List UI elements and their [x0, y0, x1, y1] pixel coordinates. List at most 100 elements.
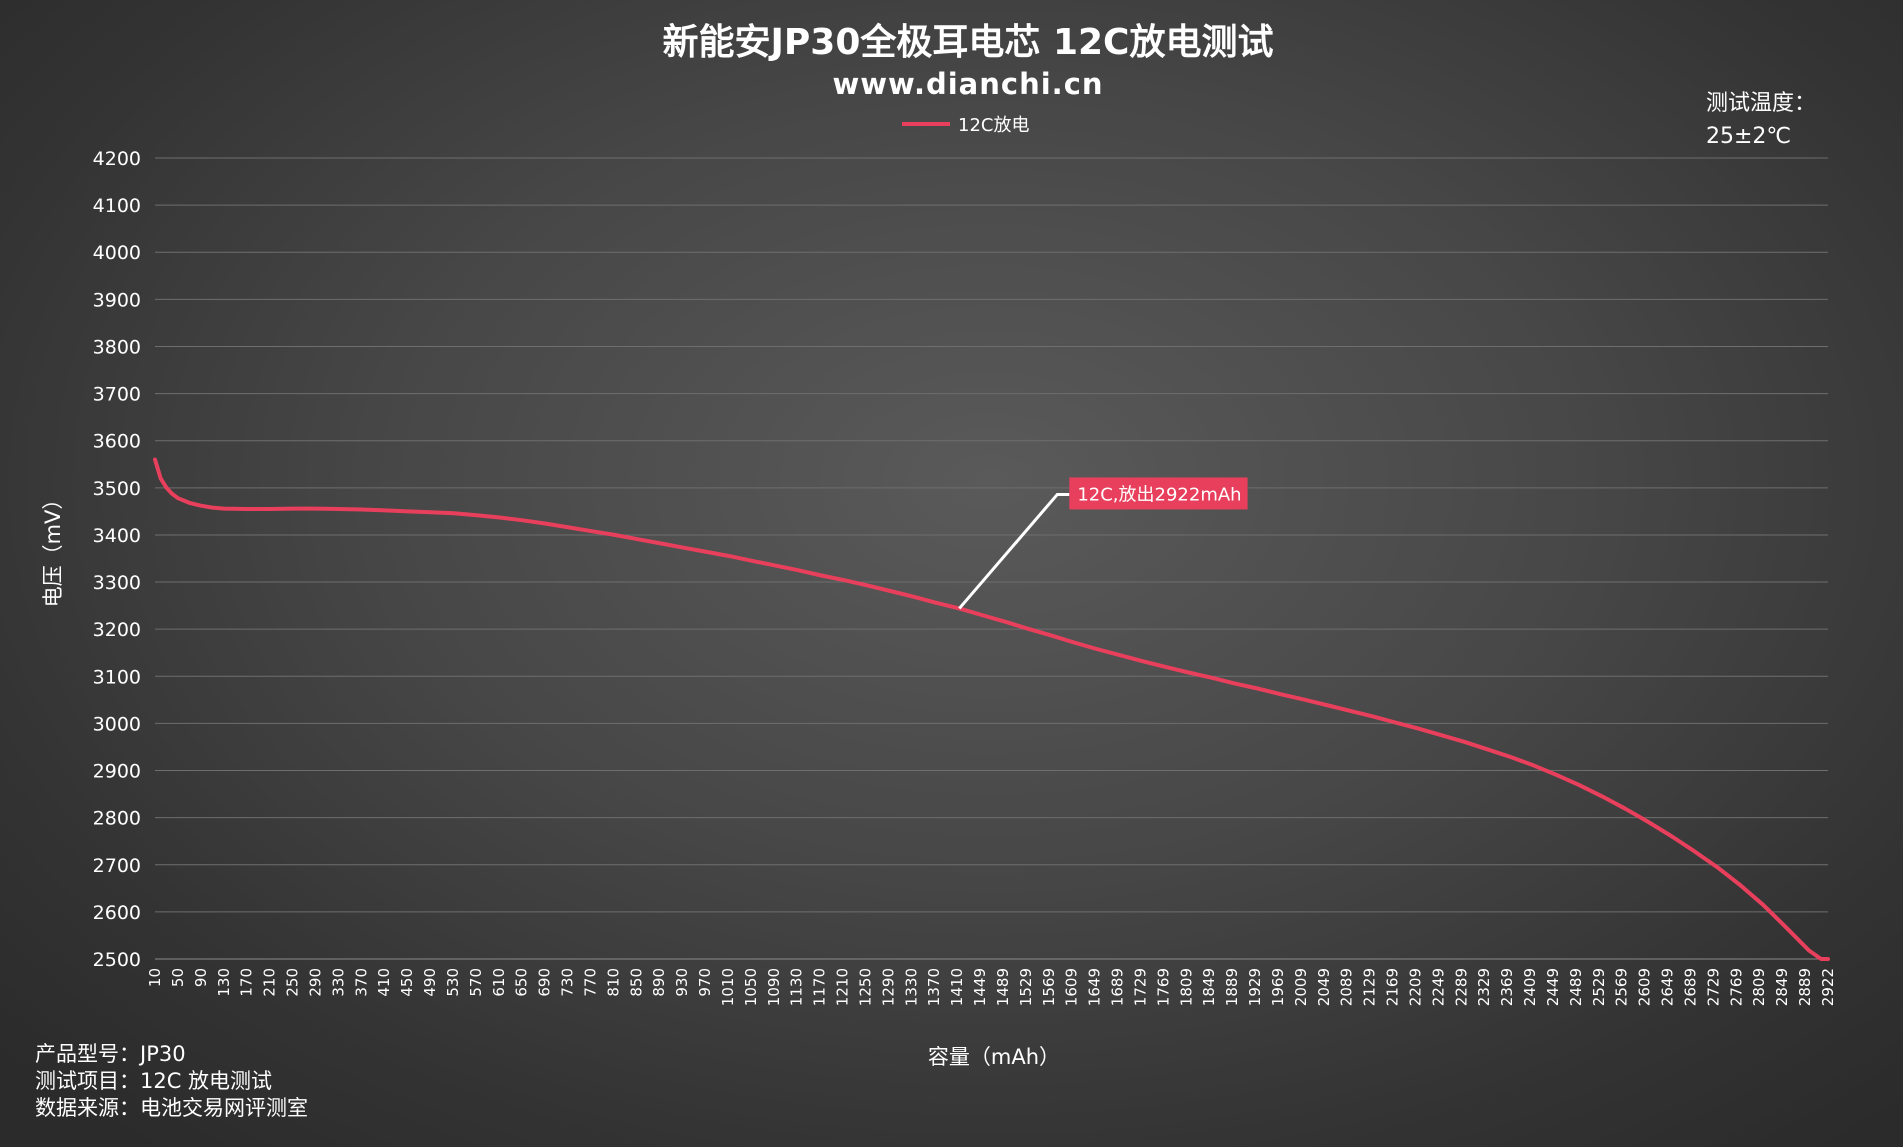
- chart-subtitle: www.dianchi.cn: [832, 67, 1103, 101]
- x-tick-label: 210: [261, 968, 279, 997]
- x-tick-label: 290: [306, 968, 324, 997]
- x-tick-label: 970: [696, 968, 714, 997]
- x-tick-label: 170: [238, 968, 256, 997]
- annotation-text: 12C,放出2922mAh: [1077, 484, 1241, 505]
- grid-lines: [155, 157, 1828, 960]
- x-tick-label: 1090: [765, 968, 783, 1006]
- y-tick-label: 4000: [93, 242, 141, 264]
- x-tick-label: 2369: [1498, 968, 1516, 1006]
- x-tick-label: 930: [673, 968, 691, 997]
- x-tick-label: 330: [329, 968, 347, 997]
- y-tick-label: 3400: [93, 525, 141, 547]
- x-tick-label: 2889: [1796, 968, 1814, 1006]
- x-tick-label: 50: [169, 968, 187, 987]
- y-tick-label: 3300: [93, 572, 141, 594]
- x-tick-label: 2809: [1750, 968, 1768, 1006]
- y-tick-label: 2900: [93, 761, 141, 783]
- x-tick-label: 570: [467, 968, 485, 997]
- series-line-12c-discharge: [153, 457, 1830, 961]
- x-axis-label: 容量（mAh）: [928, 1045, 1060, 1069]
- x-tick-label: 2649: [1659, 968, 1677, 1006]
- data-source: 数据来源：电池交易网评测室: [35, 1096, 308, 1120]
- y-tick-label: 3800: [93, 336, 141, 358]
- x-tick-label: 850: [627, 968, 645, 997]
- y-tick-label: 2600: [93, 902, 141, 924]
- product-model: 产品型号：JP30: [35, 1042, 186, 1066]
- x-tick-label: 250: [284, 968, 302, 997]
- temperature-label: 测试温度：: [1706, 91, 1816, 116]
- x-tick-label: 2329: [1475, 968, 1493, 1006]
- x-tick-label: 490: [421, 968, 439, 997]
- y-tick-label: 3200: [93, 619, 141, 641]
- x-tick-label: 1330: [902, 968, 920, 1006]
- annotation-box: [1069, 477, 1248, 510]
- x-tick-label: 690: [536, 968, 554, 997]
- y-tick-label: 3700: [93, 384, 141, 406]
- annotation: 12C,放出2922mAh: [958, 477, 1248, 610]
- y-axis-ticks: 4200 4100 4000 3900 3800 3700 3600 3500 3400 3300…: [93, 148, 141, 971]
- x-tick-label: 1449: [971, 968, 989, 1006]
- annotation-leader-line: [958, 492, 1070, 610]
- x-tick-label: 890: [650, 968, 668, 997]
- x-tick-label: 1489: [994, 968, 1012, 1006]
- x-tick-label: 130: [215, 968, 233, 997]
- y-tick-label: 2800: [93, 808, 141, 830]
- y-tick-label: 3000: [93, 713, 141, 735]
- x-tick-label: 1010: [719, 968, 737, 1006]
- x-tick-label: 2529: [1590, 968, 1608, 1006]
- x-tick-label: 2609: [1636, 968, 1654, 1006]
- x-tick-label: 2922: [1819, 968, 1837, 1006]
- x-tick-label: 1889: [1223, 968, 1241, 1006]
- x-tick-label: 1410: [948, 968, 966, 1006]
- x-tick-label: 90: [192, 968, 210, 987]
- x-tick-label: 650: [513, 968, 531, 997]
- x-tick-label: 1689: [1109, 968, 1127, 1006]
- x-tick-label: 2849: [1773, 968, 1791, 1006]
- x-tick-label: 1250: [856, 968, 874, 1006]
- temperature-value: 25±2℃: [1706, 124, 1791, 149]
- x-tick-label: 770: [581, 968, 599, 997]
- x-tick-label: 2689: [1681, 968, 1699, 1006]
- x-tick-label: 1210: [834, 968, 852, 1006]
- legend-label: 12C放电: [958, 115, 1029, 136]
- x-tick-label: 450: [398, 968, 416, 997]
- x-tick-label: 730: [559, 968, 577, 997]
- x-tick-label: 2129: [1361, 968, 1379, 1006]
- y-tick-label: 3100: [93, 666, 141, 688]
- x-tick-label: 2089: [1338, 968, 1356, 1006]
- x-tick-label: 2409: [1521, 968, 1539, 1006]
- x-tick-label: 1050: [742, 968, 760, 1006]
- x-tick-label: 610: [490, 968, 508, 997]
- x-tick-label: 1529: [1017, 968, 1035, 1006]
- x-tick-label: 1729: [1131, 968, 1149, 1006]
- x-tick-label: 1290: [879, 968, 897, 1006]
- y-tick-label: 3600: [93, 431, 141, 453]
- x-tick-label: 410: [375, 968, 393, 997]
- x-tick-label: 2729: [1704, 968, 1722, 1006]
- x-tick-label: 2569: [1613, 968, 1631, 1006]
- x-axis-ticks: 10 50 90 130 170 210 250 290 330 370 410 450 490 530 5…: [146, 968, 1837, 1006]
- x-tick-label: 2009: [1292, 968, 1310, 1006]
- x-tick-label: 530: [444, 968, 462, 997]
- x-tick-label: 2249: [1429, 968, 1447, 1006]
- test-item: 测试项目：12C 放电测试: [35, 1069, 272, 1093]
- x-tick-label: 1809: [1177, 968, 1195, 1006]
- y-axis-label: 电压（mV）: [41, 489, 65, 608]
- y-tick-label: 3500: [93, 478, 141, 500]
- x-tick-label: 2169: [1384, 968, 1402, 1006]
- x-tick-label: 1609: [1063, 968, 1081, 1006]
- x-tick-label: 2449: [1544, 968, 1562, 1006]
- chart-title: 新能安JP30全极耳电芯 12C放电测试: [663, 21, 1274, 63]
- y-tick-label: 4200: [93, 148, 141, 170]
- x-tick-label: 2049: [1315, 968, 1333, 1006]
- x-tick-label: 1649: [1086, 968, 1104, 1006]
- x-tick-label: 2769: [1727, 968, 1745, 1006]
- y-tick-label: 4100: [93, 195, 141, 217]
- x-tick-label: 1929: [1246, 968, 1264, 1006]
- x-tick-label: 1370: [925, 968, 943, 1006]
- x-tick-label: 1769: [1154, 968, 1172, 1006]
- x-tick-label: 2489: [1567, 968, 1585, 1006]
- x-tick-label: 1849: [1200, 968, 1218, 1006]
- y-tick-label: 2500: [93, 949, 141, 971]
- x-tick-label: 370: [352, 968, 370, 997]
